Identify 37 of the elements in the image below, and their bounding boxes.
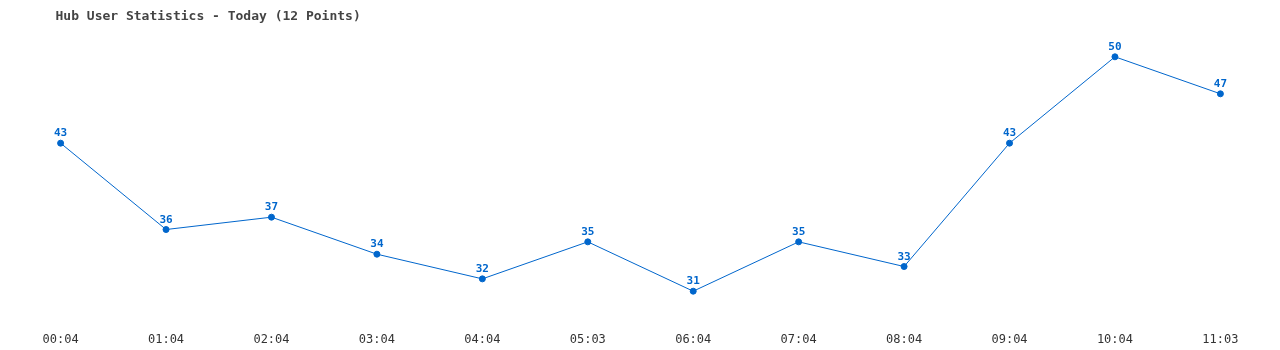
point bbox=[1111, 53, 1119, 61]
point bbox=[162, 226, 170, 234]
data-label: 50 bbox=[1108, 39, 1122, 53]
point bbox=[478, 275, 486, 283]
x-tick-label: 00:04 bbox=[42, 331, 79, 346]
x-tick-label: 08:04 bbox=[886, 331, 923, 346]
data-label: 33 bbox=[897, 249, 911, 263]
point bbox=[1006, 139, 1014, 147]
point bbox=[1216, 90, 1224, 98]
point bbox=[795, 238, 803, 246]
point bbox=[689, 287, 697, 295]
x-tick-label: 05:03 bbox=[569, 331, 606, 346]
x-tick-label: 06:04 bbox=[675, 331, 712, 346]
x-tick-label: 11:03 bbox=[1202, 331, 1239, 346]
data-label: 37 bbox=[264, 200, 279, 214]
data-label: 31 bbox=[686, 274, 701, 288]
data-label: 35 bbox=[792, 224, 806, 238]
data-label: 36 bbox=[159, 212, 174, 226]
x-tick-label: 04:04 bbox=[464, 331, 501, 346]
point bbox=[373, 250, 381, 258]
data-label: 43 bbox=[53, 126, 68, 140]
data-label: 47 bbox=[1213, 76, 1228, 90]
x-tick-label: 09:04 bbox=[991, 331, 1028, 346]
data-label: 43 bbox=[1002, 126, 1017, 140]
x-tick-label: 01:04 bbox=[147, 331, 185, 346]
x-tick-label: 10:04 bbox=[1096, 331, 1134, 346]
chart-title: Hub User Statistics - Today (12 Points) bbox=[55, 7, 361, 23]
x-tick-label: 02:04 bbox=[253, 331, 290, 346]
data-label: 35 bbox=[581, 224, 595, 238]
point bbox=[900, 263, 908, 271]
x-tick-label: 03:04 bbox=[358, 331, 395, 346]
point bbox=[584, 238, 592, 246]
data-label: 34 bbox=[370, 237, 384, 251]
point bbox=[57, 139, 65, 147]
data-label: 32 bbox=[475, 261, 489, 275]
x-tick-label: 07:04 bbox=[780, 331, 817, 346]
point bbox=[267, 213, 275, 221]
